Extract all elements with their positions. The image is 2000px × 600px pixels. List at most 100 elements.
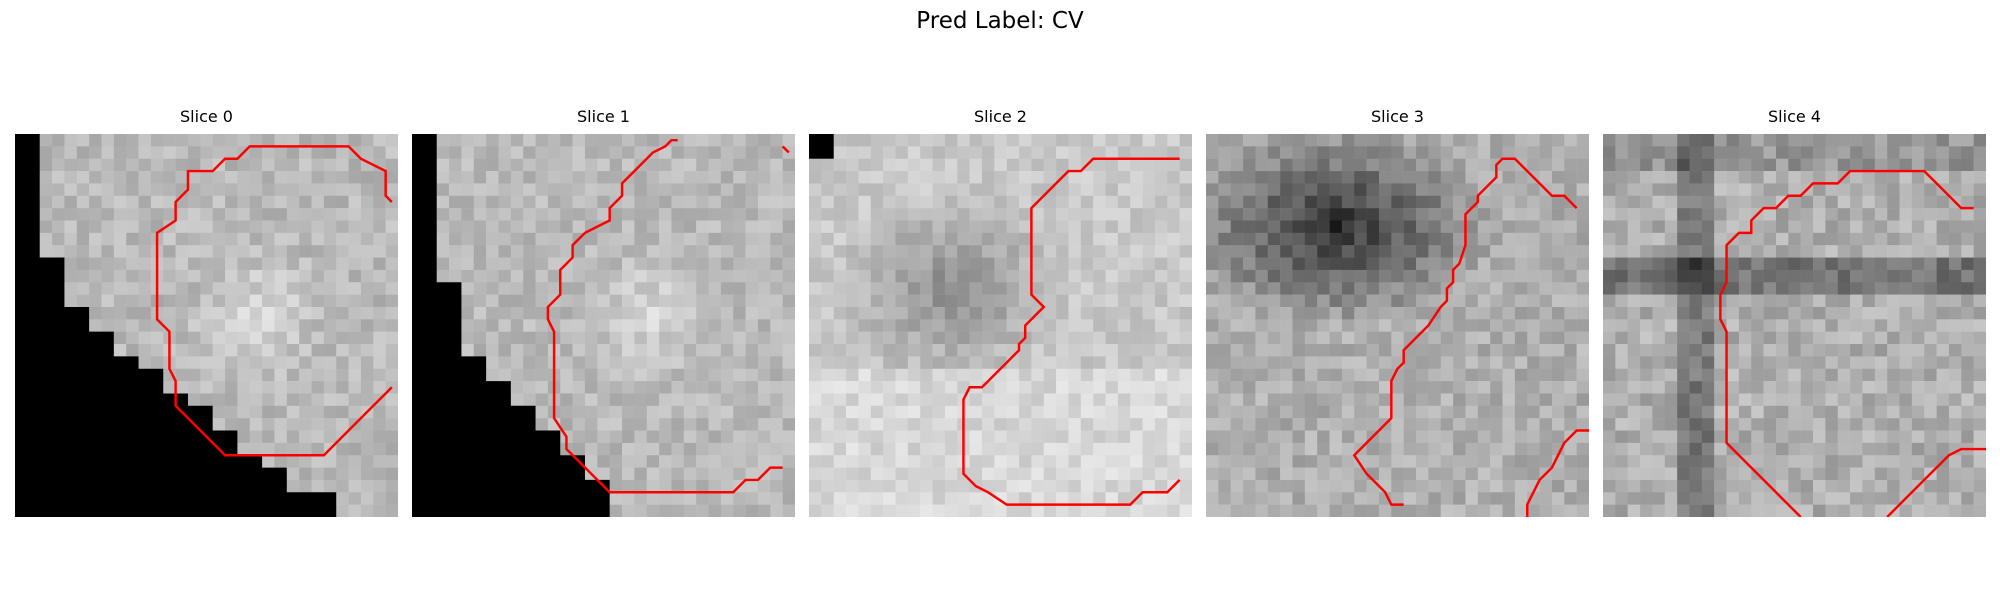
pixel [1080,245,1094,258]
pixel [510,331,524,345]
pixel [1490,294,1503,308]
pixel [1341,282,1355,295]
pixel [200,356,213,369]
pixel [1206,467,1219,481]
pixel [1726,430,1740,444]
pixel [907,195,921,209]
pixel [138,134,152,147]
pixel [1043,356,1057,369]
pixel [1677,331,1690,345]
pixel [1440,220,1454,234]
pixel [237,220,250,234]
pixel [52,171,65,184]
pixel [1167,294,1180,308]
pixel [1751,418,1764,431]
pixel [1378,220,1392,234]
pixel [299,220,312,234]
pixel [1664,455,1678,468]
pixel [1850,134,1863,147]
pixel [1502,294,1516,308]
pixel [1874,467,1888,481]
pixel [659,319,672,332]
pixel [957,232,970,246]
pixel [1267,467,1281,481]
pixel [1179,455,1192,468]
pixel [212,232,226,246]
pixel [708,269,722,283]
pixel [683,208,697,221]
pixel [262,220,275,234]
pixel [1514,430,1528,444]
pixel [895,504,909,517]
pixel [200,294,213,308]
pixel [1056,208,1069,221]
pixel [1440,504,1454,517]
pixel [1304,504,1318,517]
pixel [708,479,722,493]
pixel [1304,158,1318,172]
pixel [1105,232,1119,246]
pixel [1887,368,1900,382]
pixel [163,269,176,283]
pixel [907,319,921,332]
pixel [1056,232,1069,246]
pixel [1899,220,1913,234]
pixel [932,381,946,394]
pixel [708,356,722,369]
pixel [1440,183,1454,197]
pixel [1701,171,1715,184]
pixel [1564,467,1577,481]
pixel [1317,368,1330,382]
pixel [1105,492,1119,505]
pixel [809,257,822,271]
pixel [1738,479,1752,493]
pixel [1230,232,1244,246]
pixel [1887,418,1900,431]
pixel [1899,183,1913,197]
pixel [1627,405,1641,419]
pixel [1726,269,1740,283]
pixel [708,368,722,382]
pixel [1366,134,1380,147]
pixel [683,146,697,159]
pixel [1105,134,1119,147]
pixel [1056,158,1069,172]
pixel [1416,282,1429,295]
pixel [584,208,598,221]
pixel [994,418,1007,431]
pixel [858,171,872,184]
pixel [696,282,709,295]
pixel [1490,331,1503,345]
pixel [597,442,610,456]
pixel [1502,183,1516,197]
pixel [1887,467,1900,481]
pixel [1117,381,1131,394]
pixel [1689,257,1703,271]
pixel [883,269,896,283]
pixel [981,356,995,369]
pixel [1751,393,1764,407]
pixel [1576,269,1589,283]
pixel [1899,467,1913,481]
pixel [1304,232,1318,246]
pixel [1837,134,1851,147]
pixel [994,393,1007,407]
pixel [659,195,672,209]
pixel [1490,393,1503,407]
pixel [1825,171,1838,184]
pixel [1640,430,1653,444]
pixel [1514,319,1528,332]
pixel [870,208,884,221]
pixel [809,183,822,197]
pixel [1218,319,1231,332]
pixel [249,344,263,357]
pixel [348,368,362,382]
pixel [809,492,822,505]
pixel [262,405,275,419]
pixel [846,232,859,246]
pixel [1924,381,1937,394]
pixel [1490,442,1503,456]
pixel [1440,331,1454,345]
pixel [1813,393,1826,407]
pixel [1243,319,1256,332]
